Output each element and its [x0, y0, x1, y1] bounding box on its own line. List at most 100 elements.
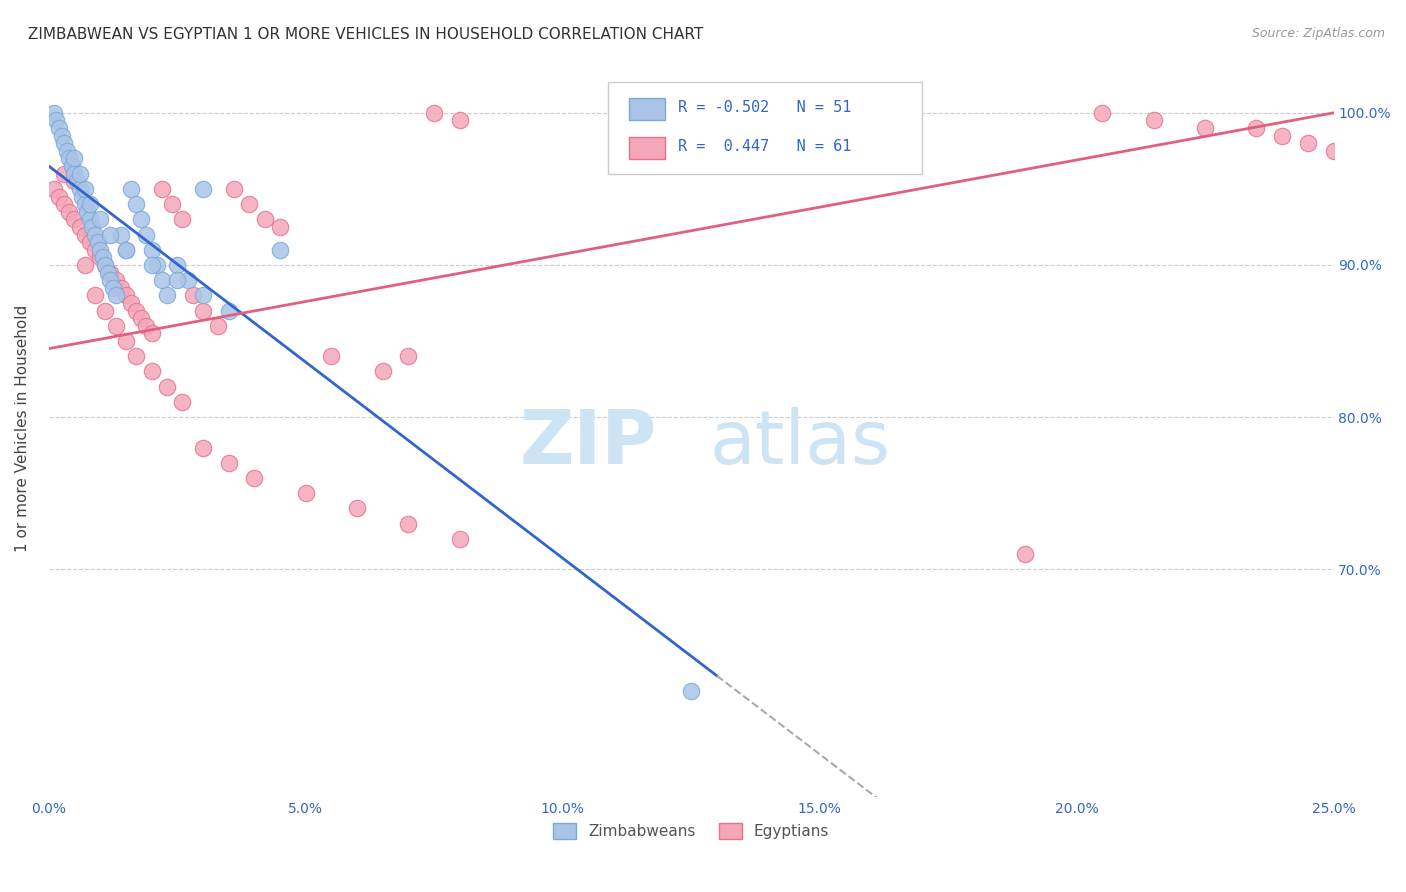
- Point: [238, 197, 260, 211]
- Point: [100, 227, 122, 242]
- Bar: [630, 137, 665, 159]
- Point: [172, 395, 194, 409]
- Point: [110, 227, 132, 242]
- Point: [166, 258, 188, 272]
- Point: [79, 212, 101, 227]
- Point: [191, 288, 214, 302]
- Point: [120, 296, 142, 310]
- Point: [104, 273, 127, 287]
- Point: [63, 152, 86, 166]
- Point: [114, 288, 136, 302]
- FancyBboxPatch shape: [607, 82, 922, 174]
- Point: [321, 349, 343, 363]
- Point: [97, 266, 120, 280]
- Point: [294, 486, 316, 500]
- Point: [423, 106, 446, 120]
- Point: [120, 182, 142, 196]
- Bar: [630, 98, 665, 120]
- Point: [48, 189, 70, 203]
- Point: [398, 349, 420, 363]
- Point: [253, 212, 276, 227]
- Point: [1322, 144, 1344, 158]
- Point: [82, 219, 104, 234]
- Point: [45, 113, 67, 128]
- Point: [89, 212, 111, 227]
- Point: [86, 235, 108, 249]
- Point: [58, 204, 80, 219]
- Point: [110, 281, 132, 295]
- Point: [135, 318, 157, 333]
- Point: [104, 318, 127, 333]
- Point: [181, 288, 204, 302]
- Point: [70, 189, 93, 203]
- Point: [398, 516, 420, 531]
- Text: ZIMBABWEAN VS EGYPTIAN 1 OR MORE VEHICLES IN HOUSEHOLD CORRELATION CHART: ZIMBABWEAN VS EGYPTIAN 1 OR MORE VEHICLE…: [28, 27, 703, 42]
- Point: [114, 334, 136, 348]
- Point: [145, 258, 167, 272]
- Point: [1014, 547, 1036, 561]
- Point: [73, 197, 96, 211]
- Point: [129, 212, 152, 227]
- Point: [269, 243, 291, 257]
- Point: [449, 113, 471, 128]
- Point: [176, 273, 198, 287]
- Text: R =  0.447   N = 61: R = 0.447 N = 61: [678, 139, 852, 154]
- Point: [91, 251, 114, 265]
- Point: [681, 684, 703, 698]
- Point: [76, 204, 98, 219]
- Point: [101, 281, 124, 295]
- Point: [94, 258, 117, 272]
- Point: [48, 121, 70, 136]
- Point: [269, 219, 291, 234]
- Point: [42, 182, 65, 196]
- Point: [55, 144, 77, 158]
- Point: [63, 174, 86, 188]
- Point: [60, 159, 83, 173]
- Point: [104, 288, 127, 302]
- Point: [125, 197, 148, 211]
- Point: [69, 182, 91, 196]
- Point: [84, 243, 107, 257]
- Point: [53, 197, 76, 211]
- Point: [79, 197, 101, 211]
- Point: [166, 273, 188, 287]
- Point: [191, 303, 214, 318]
- Point: [243, 471, 266, 485]
- Point: [1296, 136, 1319, 151]
- Legend: Zimbabweans, Egyptians: Zimbabweans, Egyptians: [547, 817, 835, 845]
- Point: [100, 273, 122, 287]
- Point: [66, 174, 89, 188]
- Point: [449, 532, 471, 546]
- Text: R = -0.502   N = 51: R = -0.502 N = 51: [678, 100, 852, 115]
- Text: ZIP: ZIP: [520, 407, 657, 480]
- Point: [51, 128, 73, 143]
- Point: [156, 288, 179, 302]
- Point: [100, 266, 122, 280]
- Point: [89, 251, 111, 265]
- Point: [114, 243, 136, 257]
- Point: [150, 273, 173, 287]
- Point: [63, 167, 86, 181]
- Point: [1246, 121, 1268, 136]
- Point: [218, 303, 240, 318]
- Point: [129, 311, 152, 326]
- Point: [73, 227, 96, 242]
- Point: [1091, 106, 1114, 120]
- Point: [141, 243, 163, 257]
- Point: [94, 303, 117, 318]
- Point: [42, 106, 65, 120]
- Point: [156, 380, 179, 394]
- Point: [58, 152, 80, 166]
- Point: [207, 318, 229, 333]
- Point: [84, 288, 107, 302]
- Point: [191, 182, 214, 196]
- Point: [150, 182, 173, 196]
- Point: [79, 235, 101, 249]
- Point: [94, 258, 117, 272]
- Point: [346, 501, 368, 516]
- Point: [1194, 121, 1216, 136]
- Point: [84, 227, 107, 242]
- Y-axis label: 1 or more Vehicles in Household: 1 or more Vehicles in Household: [15, 305, 30, 552]
- Point: [222, 182, 245, 196]
- Point: [73, 182, 96, 196]
